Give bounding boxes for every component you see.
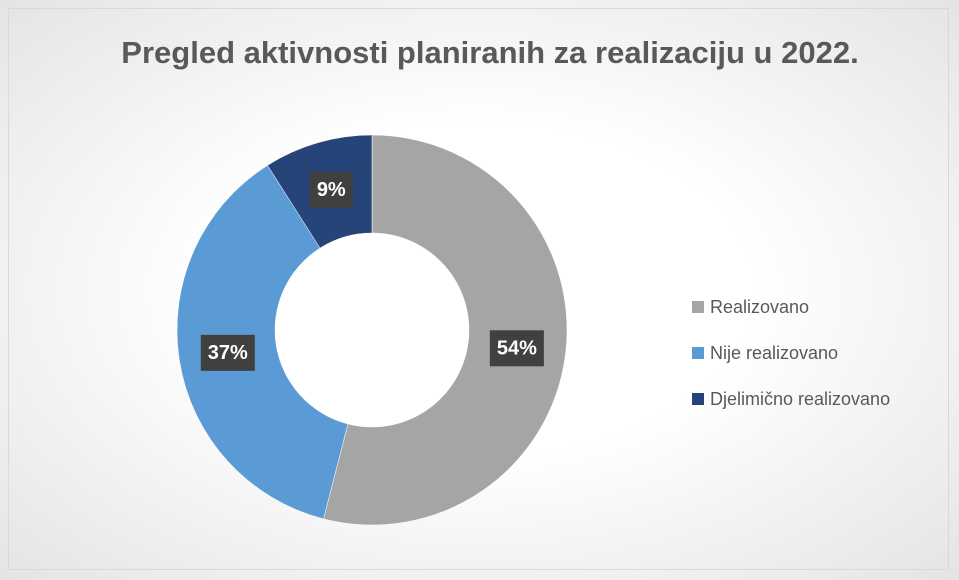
data-label-box <box>309 171 353 208</box>
slice <box>323 134 568 526</box>
legend-label: Realizovano <box>710 297 809 317</box>
data-label: 9% <box>309 171 353 208</box>
data-label: 54% <box>489 330 544 367</box>
data-label-text: 37% <box>208 342 248 364</box>
legend-swatch <box>692 301 704 313</box>
legend-label: Nije realizovano <box>710 343 838 363</box>
slice <box>176 165 349 520</box>
data-label: 37% <box>200 334 255 371</box>
chart-frame <box>8 8 949 570</box>
data-label-text: 9% <box>317 179 346 201</box>
chart-title: Pregled aktivnosti planiranih za realiza… <box>121 35 859 70</box>
legend-swatch <box>692 347 704 359</box>
data-label-box <box>489 330 544 367</box>
legend-swatch <box>692 393 704 405</box>
data-label-text: 54% <box>497 338 537 360</box>
legend-label: Djelimično realizovano <box>710 389 890 409</box>
data-label-box <box>200 334 255 371</box>
